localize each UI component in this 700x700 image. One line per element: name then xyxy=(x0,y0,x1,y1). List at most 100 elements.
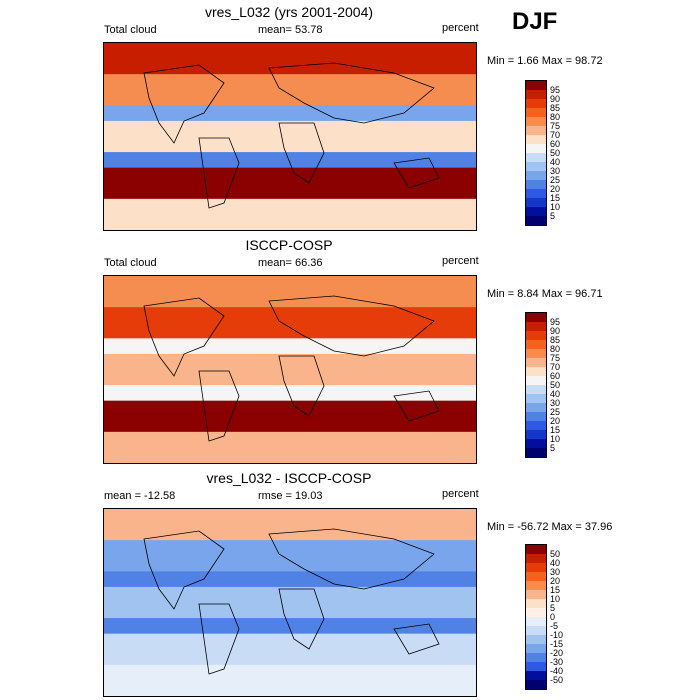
colorbar-tick-label: 50 xyxy=(550,379,561,390)
panel-2-mean-label: mean= 66.36 xyxy=(258,257,323,269)
panel-1-minmax: Min = 1.66 Max = 98.72 xyxy=(487,55,603,67)
colorbar-tick-label: 5 xyxy=(550,210,556,221)
panel-1-units-label: percent xyxy=(442,22,479,34)
lat-band-15S-15N xyxy=(104,353,476,386)
lat-band-60S-30S xyxy=(104,167,476,200)
colorbar-box xyxy=(526,198,546,208)
colorbar-box xyxy=(526,126,546,136)
panel-2-colorbar: 95 90 85 80 75 70 60 50 40 30 25 20 15 10 5 xyxy=(525,312,560,458)
colorbar-tick-label: 20 xyxy=(550,415,561,426)
colorbar-tick-label: 10 xyxy=(550,593,561,604)
colorbar-box xyxy=(526,421,546,431)
colorbar-box xyxy=(526,430,546,440)
continent-outline xyxy=(278,355,325,417)
colorbar-tick-label: 80 xyxy=(550,111,561,122)
colorbar-tick-label: 60 xyxy=(550,370,561,381)
colorbar-tick-label: -40 xyxy=(550,665,564,676)
panel-2-contour-plot xyxy=(104,276,476,463)
colorbar-tick-label: 50 xyxy=(550,147,561,158)
panel-2-title: ISCCP-COSP xyxy=(245,237,333,253)
colorbar-box xyxy=(526,581,546,591)
continent-outline xyxy=(268,62,435,124)
colorbar-tick-label: 60 xyxy=(550,138,561,149)
panel-3-mean-label: mean = -12.58 xyxy=(104,490,176,502)
colorbar-box xyxy=(526,439,546,449)
panel-1-contour-plot xyxy=(104,43,476,230)
colorbar-box xyxy=(526,135,546,145)
colorbar-tick-label: 75 xyxy=(550,352,561,363)
colorbar-box xyxy=(526,189,546,199)
colorbar-tick-label: 20 xyxy=(550,183,561,194)
continent-outline xyxy=(278,122,325,184)
colorbar-tick-label: 40 xyxy=(550,557,561,568)
colorbar-tick-label: 20 xyxy=(550,575,561,586)
colorbar-tick-label: 40 xyxy=(550,388,561,399)
colorbar-box xyxy=(526,331,546,341)
colorbar-box xyxy=(526,207,546,217)
colorbar-box xyxy=(526,563,546,573)
lat-band-15S-15N xyxy=(104,586,476,619)
colorbar-box xyxy=(526,644,546,654)
colorbar-tick-label: 85 xyxy=(550,334,561,345)
season-label: DJF xyxy=(512,8,558,35)
colorbar-box xyxy=(526,385,546,395)
colorbar-box xyxy=(526,626,546,636)
colorbar-box xyxy=(526,216,546,226)
colorbar-box xyxy=(526,180,546,190)
colorbar-tick-label: 30 xyxy=(550,566,561,577)
colorbar-box xyxy=(526,81,546,91)
colorbar-box xyxy=(526,608,546,618)
colorbar-tick-label: -50 xyxy=(550,674,564,685)
colorbar-tick-label: 40 xyxy=(550,156,561,167)
colorbar-box xyxy=(526,313,546,323)
colorbar-tick-label: -5 xyxy=(550,620,559,631)
colorbar-box xyxy=(526,635,546,645)
colorbar-tick-label: 95 xyxy=(550,84,561,95)
lat-band-60N-90N xyxy=(104,43,476,75)
lat-band-30N-60N xyxy=(104,307,476,339)
colorbar-tick-label: 70 xyxy=(550,129,561,140)
colorbar-tick-label: 80 xyxy=(550,343,561,354)
panel-3-colorbar: 50 40 30 20 15 10 5 0 -5 -10 -15 -20 -30 -40 -50 xyxy=(525,544,563,690)
colorbar-tick-label: 90 xyxy=(550,93,561,104)
panel-1-colorbar: 95 90 85 80 75 70 60 50 40 30 25 20 15 10 5 xyxy=(525,80,560,226)
colorbar-box xyxy=(526,367,546,377)
panel-2-variable-label: Total cloud xyxy=(104,257,157,269)
continent-outline xyxy=(268,295,435,357)
colorbar-tick-label: 85 xyxy=(550,102,561,113)
colorbar-tick-label: 70 xyxy=(550,361,561,372)
colorbar-box xyxy=(526,144,546,154)
lat-band-90S-60S xyxy=(104,664,476,696)
panel-3-minmax: Min = -56.72 Max = 37.96 xyxy=(487,521,613,533)
colorbar-box xyxy=(526,448,546,458)
colorbar-tick-label: 5 xyxy=(550,602,556,613)
lat-band-60S-30S xyxy=(104,633,476,666)
colorbar-box xyxy=(526,662,546,672)
colorbar-box xyxy=(526,108,546,118)
panel-1-mean-label: mean= 53.78 xyxy=(258,24,323,36)
continent-outline xyxy=(393,623,440,655)
lat-band-15N-30N xyxy=(104,338,476,355)
colorbar-box xyxy=(526,99,546,109)
continent-outline xyxy=(143,64,225,144)
colorbar-tick-label: 15 xyxy=(550,424,561,435)
colorbar-tick-label: 15 xyxy=(550,192,561,203)
panel-3-map xyxy=(103,508,477,697)
lat-band-90S-60S xyxy=(104,431,476,463)
continent-outline xyxy=(143,297,225,377)
continent-outline xyxy=(393,390,440,422)
lat-band-30S-15S xyxy=(104,385,476,402)
colorbar-box xyxy=(526,349,546,359)
panel-2-map xyxy=(103,275,477,464)
colorbar-box xyxy=(526,358,546,368)
colorbar-box xyxy=(526,171,546,181)
colorbar-box xyxy=(526,671,546,681)
continent-outline xyxy=(198,370,240,442)
colorbar-box xyxy=(526,117,546,127)
continent-outline xyxy=(143,530,225,610)
colorbar-box xyxy=(526,590,546,600)
colorbar-box xyxy=(526,394,546,404)
colorbar-box xyxy=(526,376,546,386)
colorbar-box xyxy=(526,340,546,350)
panel-1-map xyxy=(103,42,477,231)
